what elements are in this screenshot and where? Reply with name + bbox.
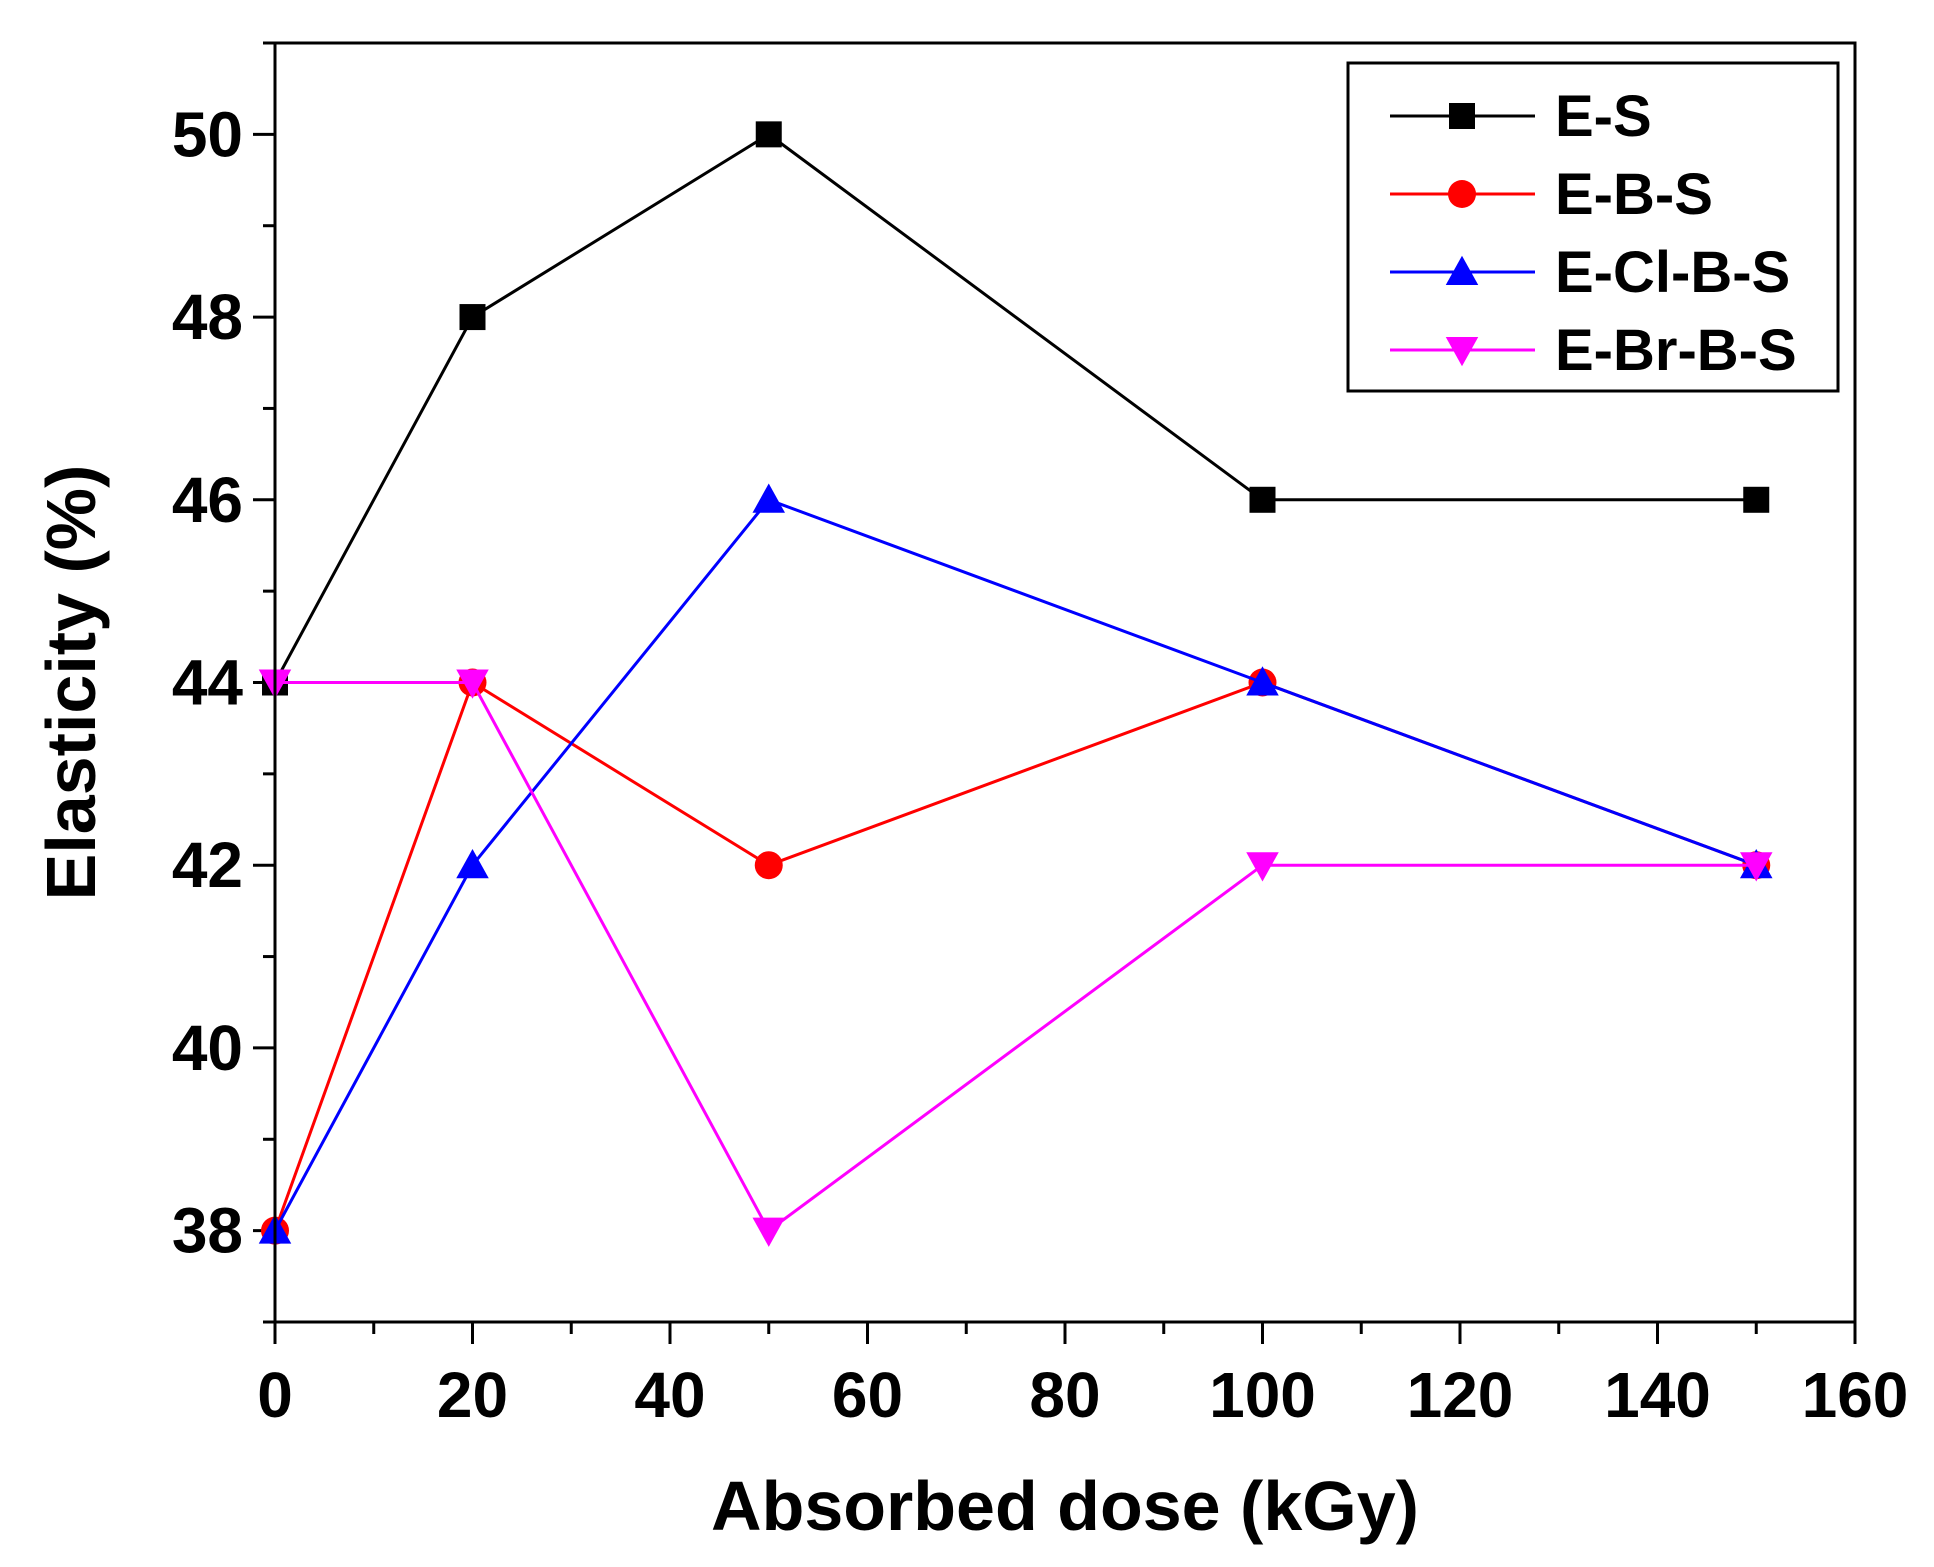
x-tick-label: 20 — [437, 1359, 508, 1431]
legend-label: E-Cl-B-S — [1555, 240, 1790, 305]
legend-label: E-Br-B-S — [1555, 318, 1797, 383]
plot-frame — [273, 41, 1857, 1324]
x-tick-label: 40 — [634, 1359, 705, 1431]
y-tick-label: 50 — [172, 98, 243, 170]
legend-item: E-B-S — [1390, 162, 1713, 227]
data-point — [752, 1217, 785, 1247]
legend-marker — [1445, 255, 1479, 285]
legend-marker — [1445, 337, 1479, 367]
data-point — [1740, 852, 1773, 882]
x-tick-label: 100 — [1209, 1359, 1316, 1431]
data-point — [459, 304, 486, 331]
data-point — [755, 121, 782, 148]
y-tick-label: 46 — [172, 464, 243, 536]
axes: 0 20 40 60 80 100 120 140 160 38 40 42 44 46 48 50 — [172, 41, 1909, 1431]
legend-item: E-Br-B-S — [1390, 318, 1797, 383]
x-tick-label: 60 — [832, 1359, 903, 1431]
y-axis-title: Elasticity (%) — [32, 465, 110, 901]
legend-label: E-B-S — [1555, 162, 1713, 227]
y-tick-label: 42 — [172, 829, 243, 901]
y-tick-label: 38 — [172, 1195, 243, 1267]
x-tick-label: 140 — [1604, 1359, 1711, 1431]
x-tick-label: 0 — [257, 1359, 293, 1431]
data-point — [1249, 486, 1276, 513]
series-group — [258, 121, 1773, 1247]
data-point — [1246, 666, 1279, 696]
series-E-Br-B-S — [258, 669, 1773, 1247]
x-tick-label: 160 — [1802, 1359, 1909, 1431]
legend-item: E-S — [1390, 84, 1652, 149]
data-point — [456, 848, 489, 879]
data-point — [1743, 486, 1770, 513]
data-point — [754, 851, 783, 880]
legend-marker — [1449, 103, 1475, 129]
y-tick-label: 48 — [172, 281, 243, 353]
legend-marker — [1448, 180, 1476, 208]
legend-label: E-S — [1555, 84, 1652, 149]
legend-item: E-Cl-B-S — [1390, 240, 1790, 305]
x-tick-label: 120 — [1407, 1359, 1514, 1431]
data-point — [752, 483, 785, 513]
y-tick-label: 40 — [172, 1012, 243, 1084]
data-point — [1246, 852, 1279, 882]
data-point — [456, 669, 489, 699]
y-tick-label: 44 — [172, 647, 244, 719]
legend-box — [1346, 61, 1840, 393]
x-tick-label: 80 — [1029, 1359, 1100, 1431]
legend: E-S E-B-S E-Cl-B-S E-Br-B-S — [1346, 61, 1840, 393]
x-axis-title: Absorbed dose (kGy) — [711, 1467, 1419, 1545]
